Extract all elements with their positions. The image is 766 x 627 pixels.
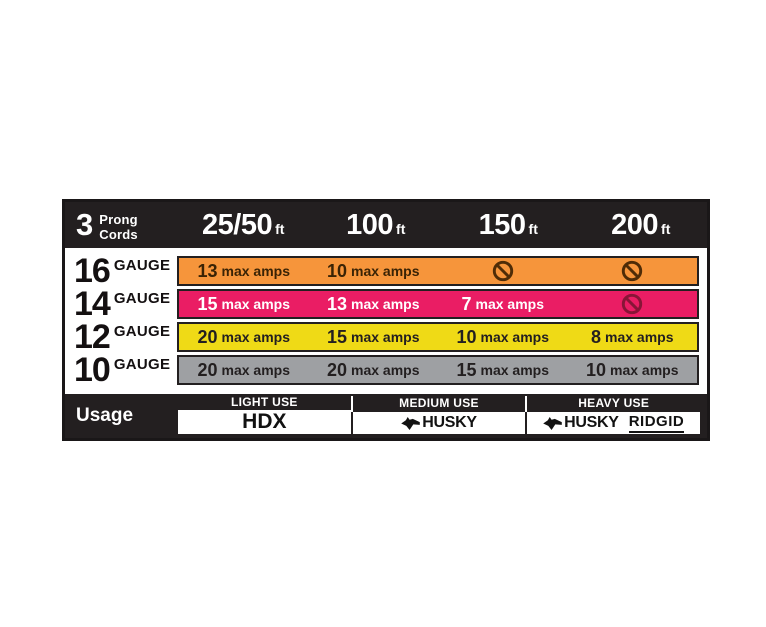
husky-dog-icon xyxy=(401,416,421,430)
amp-cell: 15 max amps xyxy=(456,360,549,380)
amp-cell-banned xyxy=(438,260,568,282)
medium-use-brands: HUSKY xyxy=(352,412,526,434)
amp-bar-16-gauge: 13 max amps 10 max amps xyxy=(177,256,699,286)
usage-col-medium: MEDIUM USE HUSKY xyxy=(350,394,527,438)
amp-cell: 20 max amps xyxy=(197,327,290,347)
heavy-use-label: HEAVY USE xyxy=(525,394,701,412)
usage-strip: Usage LIGHT USE HDX MEDIUM USE HUSKY HEA xyxy=(65,394,707,438)
cord-gauge-chart: 3 Prong Cords 25/50 ft 100 ft 150 ft 200 ft … xyxy=(62,199,710,441)
amp-cell-banned xyxy=(568,293,698,315)
amp-cell: 10 max amps xyxy=(456,327,549,347)
amp-cell: 13 max amps xyxy=(326,294,420,314)
gauge-rows: 16 GAUGE 13 max amps 10 max amps 14 GAUGE … xyxy=(65,248,707,394)
ridgid-logo: RIDGID xyxy=(628,413,685,433)
amp-cell: 7 max amps xyxy=(461,294,545,314)
light-use-label: LIGHT USE xyxy=(230,395,298,409)
medium-use-label: MEDIUM USE xyxy=(350,394,527,412)
husky-dog-icon xyxy=(543,416,562,430)
husky-logo: HUSKY xyxy=(543,414,619,432)
amp-cell: 8 max amps xyxy=(591,327,674,347)
amp-cell: 10 max amps xyxy=(585,360,679,380)
heavy-use-brands: HUSKY RIDGID xyxy=(527,412,701,434)
no-symbol-icon xyxy=(621,293,643,315)
amp-cell: 15 max amps xyxy=(197,294,290,314)
prong-number: 3 xyxy=(76,206,94,242)
table-row-12-gauge: 12 GAUGE 20 max amps 15 max amps 10 max amp… xyxy=(65,317,707,356)
no-symbol-icon xyxy=(492,260,514,282)
gauge-label-14: 14 GAUGE xyxy=(74,284,171,323)
gauge-label-10: 10 GAUGE xyxy=(74,350,171,389)
amp-cell: 20 max amps xyxy=(326,360,420,380)
table-row-16-gauge: 16 GAUGE 13 max amps 10 max amps xyxy=(65,251,707,290)
husky-logo: HUSKY xyxy=(401,414,477,432)
chart-header: 3 Prong Cords 25/50 ft 100 ft 150 ft 200 ft xyxy=(65,202,707,248)
column-header-200ft: 200 ft xyxy=(611,208,671,241)
table-row-14-gauge: 14 GAUGE 15 max amps 13 max amps 7 max amps xyxy=(65,284,707,323)
amp-cell: 15 max amps xyxy=(326,327,420,347)
amp-cell: 10 max amps xyxy=(326,261,420,281)
column-header-100ft: 100 ft xyxy=(346,208,406,241)
amp-cell: 13 max amps xyxy=(197,261,290,281)
prong-cords-title: 3 Prong Cords xyxy=(65,209,177,242)
gauge-label-16: 16 GAUGE xyxy=(74,251,171,290)
gauge-label-12: 12 GAUGE xyxy=(74,317,171,356)
light-use-brands: HDX xyxy=(178,410,351,434)
column-header-25-50ft: 25/50 ft xyxy=(202,208,285,241)
table-row-10-gauge: 10 GAUGE 20 max amps 20 max amps 15 max amp… xyxy=(65,350,707,389)
column-header-150ft: 150 ft xyxy=(478,208,538,241)
amp-bar-14-gauge: 15 max amps 13 max amps 7 max amps xyxy=(177,289,699,319)
amp-bar-10-gauge: 20 max amps 20 max amps 15 max amps 10 max a… xyxy=(177,355,699,385)
usage-title: Usage xyxy=(76,405,134,426)
usage-col-light: LIGHT USE HDX xyxy=(177,394,352,438)
hdx-logo: HDX xyxy=(242,410,287,433)
no-symbol-icon xyxy=(621,260,643,282)
amp-bar-12-gauge: 20 max amps 15 max amps 10 max amps 8 max am… xyxy=(177,322,699,352)
prong-label: Prong Cords xyxy=(99,211,138,242)
usage-columns: LIGHT USE HDX MEDIUM USE HUSKY HEAVY USE xyxy=(177,394,707,438)
amp-cell: 20 max amps xyxy=(197,360,290,380)
usage-col-heavy: HEAVY USE HUSKY RIDGID xyxy=(525,394,701,438)
amp-cell-banned xyxy=(568,260,698,282)
